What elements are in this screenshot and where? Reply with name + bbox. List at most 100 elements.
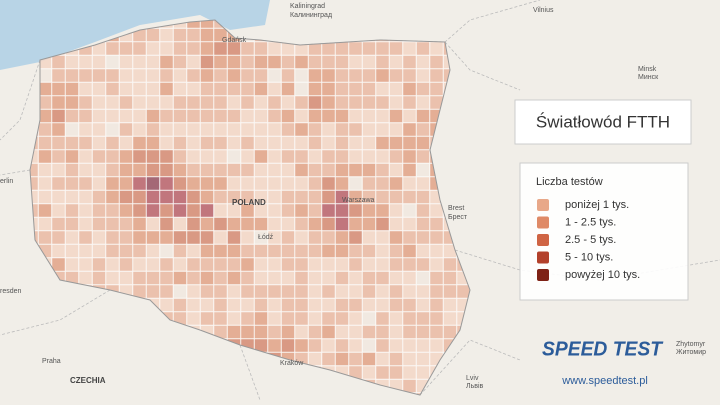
heat-cell xyxy=(335,176,349,191)
heat-cell xyxy=(416,95,430,110)
heat-cell xyxy=(254,176,268,191)
heat-cell xyxy=(375,311,390,326)
heat-cell xyxy=(348,95,363,110)
heat-cell xyxy=(321,257,336,272)
heat-cell xyxy=(92,203,106,218)
heat-cell xyxy=(375,82,390,96)
heat-cell xyxy=(254,271,268,285)
heat-cell xyxy=(213,122,228,137)
heat-cell xyxy=(267,217,282,231)
heat-cell xyxy=(294,311,309,326)
heat-cell xyxy=(92,176,106,191)
heat-cell xyxy=(348,109,363,123)
heat-cell xyxy=(308,55,322,69)
place-label: Brest xyxy=(448,205,464,212)
heat-cell xyxy=(429,244,444,258)
heat-cell xyxy=(213,271,228,285)
heat-cell xyxy=(321,82,336,96)
heat-cell xyxy=(321,136,336,150)
heat-cell xyxy=(159,257,174,272)
heat-cell xyxy=(308,271,322,285)
heat-cell xyxy=(267,41,282,56)
heat-cell xyxy=(240,82,255,96)
heat-cell xyxy=(51,109,66,123)
heat-cell xyxy=(348,257,363,272)
heat-cell xyxy=(51,82,66,96)
heat-cell xyxy=(119,149,133,164)
heat-cell xyxy=(213,28,228,42)
heat-cell xyxy=(402,311,417,326)
heat-cell xyxy=(281,109,295,123)
heat-cell xyxy=(105,230,120,245)
heat-cell xyxy=(173,284,187,299)
heat-cell xyxy=(227,149,241,164)
place-label: Praha xyxy=(42,358,61,365)
heat-cell xyxy=(240,68,255,83)
heat-cell xyxy=(186,203,201,218)
heat-cell xyxy=(267,325,282,339)
heat-cell xyxy=(375,325,390,339)
heat-cell xyxy=(348,176,363,191)
heat-cell xyxy=(227,109,241,123)
heat-cell xyxy=(254,109,268,123)
heat-cell xyxy=(173,257,187,272)
heat-cell xyxy=(402,136,417,150)
heat-cell xyxy=(92,122,106,137)
heat-cell xyxy=(281,230,295,245)
legend-swatch xyxy=(537,234,549,246)
heat-cell xyxy=(173,136,187,150)
heat-cell xyxy=(429,257,444,272)
heat-cell xyxy=(159,163,174,177)
heat-cell xyxy=(146,284,160,299)
heat-cell xyxy=(402,203,417,218)
place-label: Lviv xyxy=(466,375,479,382)
heat-cell xyxy=(389,68,403,83)
place-label: Zhytomyr xyxy=(676,341,706,348)
heat-cell xyxy=(362,41,376,56)
heat-cell xyxy=(416,136,430,150)
heat-cell xyxy=(159,176,174,191)
heat-cell xyxy=(335,271,349,285)
heat-cell xyxy=(186,284,201,299)
heat-cell xyxy=(227,82,241,96)
sea xyxy=(0,0,270,70)
heat-cell xyxy=(294,122,309,137)
heat-cell xyxy=(173,122,187,137)
heat-cell xyxy=(389,176,403,191)
heat-cell xyxy=(294,190,309,204)
heat-cell xyxy=(348,298,363,312)
heat-cell xyxy=(92,163,106,177)
heat-cell xyxy=(227,284,241,299)
heat-cell xyxy=(119,55,133,69)
heat-cell xyxy=(362,338,376,353)
heat-cell xyxy=(281,122,295,137)
heat-cell xyxy=(78,95,93,110)
heat-cell xyxy=(308,68,322,83)
heat-cell xyxy=(294,284,309,299)
heat-cell xyxy=(375,95,390,110)
heat-cell xyxy=(308,163,322,177)
heat-cell xyxy=(267,122,282,137)
legend-label: poniżej 1 tys. xyxy=(565,199,629,211)
heat-cell xyxy=(92,109,106,123)
heat-cell xyxy=(348,284,363,299)
country-label: POLAND xyxy=(232,198,266,207)
heat-cell xyxy=(321,217,336,231)
legend-label: 1 - 2.5 tys. xyxy=(565,216,616,228)
heat-cell xyxy=(281,55,295,69)
heat-cell xyxy=(389,203,403,218)
heat-cell xyxy=(240,55,255,69)
url[interactable]: www.speedtest.pl xyxy=(561,375,648,387)
heat-cell xyxy=(362,203,376,218)
heat-cell xyxy=(402,55,417,69)
heat-cell xyxy=(375,122,390,137)
heat-cell xyxy=(402,176,417,191)
heat-cell xyxy=(51,257,66,272)
heat-cell xyxy=(227,55,241,69)
heat-cell xyxy=(173,68,187,83)
heat-cell xyxy=(294,163,309,177)
heat-cell xyxy=(362,217,376,231)
heat-cell xyxy=(416,365,430,380)
heat-cell xyxy=(335,41,349,56)
heat-cell xyxy=(146,109,160,123)
